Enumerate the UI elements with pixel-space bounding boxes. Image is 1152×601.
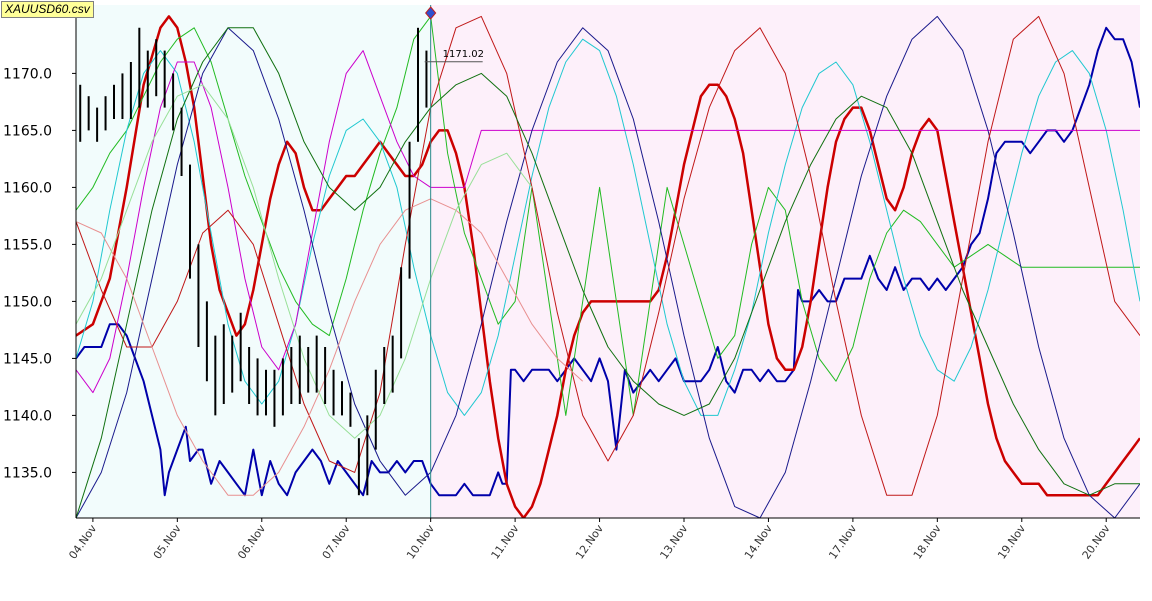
y-tick-label: 1155.0 — [3, 237, 52, 253]
x-tick-label: 20.Nov — [1080, 522, 1113, 562]
series-line-9 — [76, 198, 584, 496]
cursor-marker-icon[interactable] — [425, 6, 437, 20]
region-backgrounds — [76, 5, 1141, 518]
x-tick-label: 06.Nov — [235, 522, 268, 562]
x-tick-label: 14.Nov — [742, 522, 775, 562]
region-history — [76, 5, 431, 518]
indicator-lines — [76, 15, 1140, 518]
y-tick-label: 1150.0 — [3, 294, 52, 310]
price-label: 1171.02 — [443, 49, 484, 60]
x-tick-label: 17.Nov — [826, 522, 859, 562]
y-tick-label: 1160.0 — [3, 180, 52, 196]
series-line-8 — [76, 27, 1140, 518]
x-tick-label: 11.Nov — [489, 522, 522, 562]
region-forecast — [430, 5, 1141, 518]
series-line-5 — [76, 50, 1140, 394]
y-tick-label: 1165.0 — [3, 123, 52, 139]
x-tick-label: 05.Nov — [151, 522, 184, 562]
x-tick-label: 12.Nov — [573, 522, 606, 562]
series-line-10 — [76, 84, 533, 439]
x-tick-label: 10.Nov — [404, 522, 437, 562]
series-line-7 — [76, 15, 1140, 496]
ohlc-bars — [79, 27, 428, 496]
y-tick-label: 1140.0 — [3, 408, 52, 424]
y-tick-label: 1145.0 — [3, 351, 52, 367]
file-name-label[interactable]: XAUUSD60.csv — [1, 1, 94, 18]
x-tick-label: 04.Nov — [66, 522, 99, 562]
x-tick-label: 19.Nov — [995, 522, 1028, 562]
series-line-6 — [76, 15, 1140, 518]
x-tick-label: 07.Nov — [320, 522, 353, 562]
series-line-4 — [76, 38, 1140, 416]
y-tick-label: 1135.0 — [3, 465, 52, 481]
series-line-3 — [76, 15, 1140, 416]
y-tick-label: 1170.0 — [3, 66, 52, 82]
x-tick-label: 18.Nov — [911, 522, 944, 562]
chart-overlay: 1171.02 — [424, 5, 484, 518]
x-tick-label: 13.Nov — [657, 522, 690, 562]
